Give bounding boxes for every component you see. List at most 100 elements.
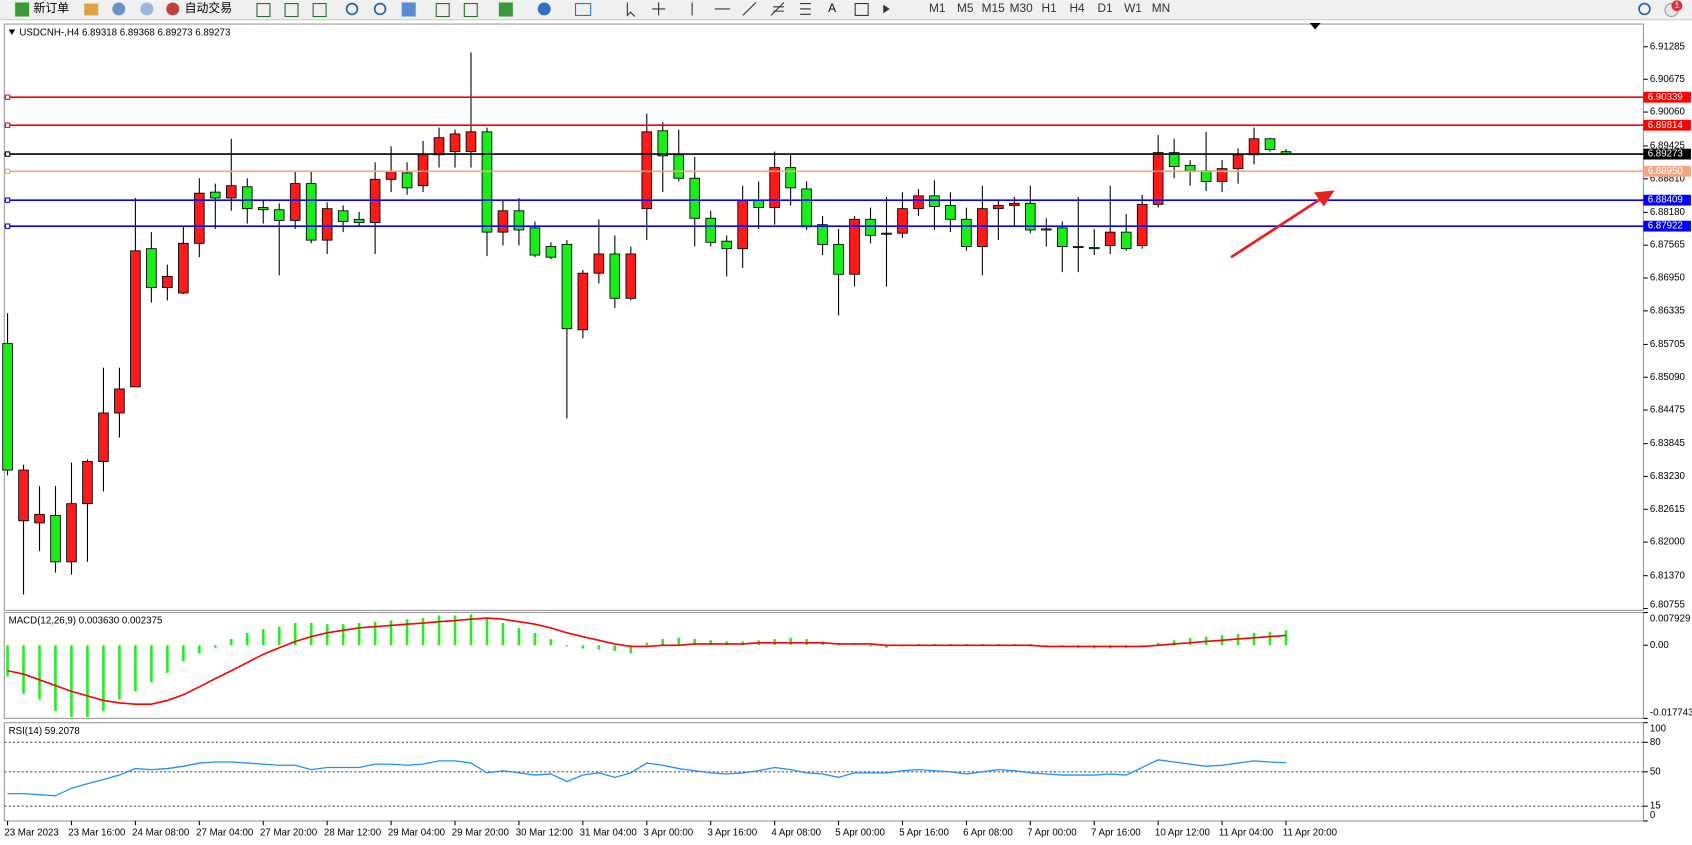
- notification-badge[interactable]: [1671, 0, 1683, 12]
- y-tick-label: 6.89425: [1650, 141, 1685, 152]
- macd-bar: [885, 645, 888, 648]
- candle-body: [1120, 231, 1132, 250]
- line-handle[interactable]: [4, 197, 11, 203]
- candle-body: [241, 186, 253, 210]
- macd-bar: [645, 642, 649, 646]
- candle-body: [305, 183, 317, 241]
- trendline-tool[interactable]: [742, 2, 757, 16]
- y-tick-label: 6.87565: [1650, 240, 1685, 251]
- candle-body: [545, 246, 557, 258]
- fibo-tool[interactable]: [800, 3, 811, 15]
- y-tick-label: 6.81370: [1650, 570, 1686, 581]
- candle-body: [481, 131, 493, 233]
- macd-bar: [86, 645, 89, 717]
- zoom-in[interactable]: [345, 2, 359, 16]
- x-tick-label: 29 Mar 04:00: [388, 827, 446, 838]
- line-handle[interactable]: [4, 94, 11, 100]
- timeframe-button[interactable]: M30: [1010, 1, 1033, 15]
- x-tick-label: 28 Mar 12:00: [324, 827, 382, 838]
- macd-bar: [549, 639, 553, 646]
- auto-trading-icon[interactable]: [166, 2, 180, 16]
- candle-body: [497, 210, 509, 233]
- indicator-title: MACD(12,26,9) 0.003630 0.002375: [9, 616, 163, 627]
- toolbar-icon[interactable]: [140, 2, 154, 16]
- x-tick-label: 27 Mar 20:00: [260, 827, 318, 838]
- candle-body: [98, 412, 109, 462]
- new-order-icon[interactable]: [15, 2, 30, 17]
- macd-bar: [613, 645, 617, 651]
- crosshair-tool[interactable]: [652, 2, 666, 16]
- candle-body: [1025, 202, 1036, 231]
- toolbar-icon[interactable]: [112, 2, 126, 16]
- x-tick-label: 4 Apr 08:00: [771, 827, 821, 838]
- toolbar-icon[interactable]: [401, 2, 416, 17]
- candle-body: [1104, 231, 1116, 246]
- macd-bar: [485, 618, 489, 646]
- timeframe-button[interactable]: M1: [929, 1, 946, 15]
- macd-bar: [325, 624, 329, 646]
- candle-body: [225, 185, 237, 199]
- timeframe-button[interactable]: H1: [1042, 1, 1058, 15]
- zoom-out[interactable]: [373, 2, 387, 16]
- line-handle[interactable]: [4, 122, 11, 128]
- macd-bar: [469, 614, 473, 646]
- chart-shift-marker[interactable]: [1309, 22, 1321, 30]
- timeframe-button[interactable]: D1: [1097, 1, 1113, 15]
- auto-trading-button[interactable]: 自动交易: [185, 1, 232, 15]
- y-tick-label: 6.86950: [1650, 273, 1686, 284]
- candle-body: [194, 192, 205, 244]
- candle-body: [1072, 246, 1084, 249]
- x-tick-label: 29 Mar 20:00: [452, 827, 510, 838]
- candle-body: [673, 154, 685, 179]
- candle-body: [114, 388, 125, 414]
- timeframe-button[interactable]: H4: [1069, 1, 1085, 15]
- timeframe-button[interactable]: M5: [957, 1, 974, 15]
- candle-body: [721, 240, 732, 250]
- line-handle[interactable]: [4, 151, 11, 157]
- candle-body: [1041, 228, 1052, 231]
- macd-bar: [405, 619, 409, 646]
- toolbar-icon[interactable]: [284, 3, 299, 18]
- indicator-title: RSI(14) 59.2078: [9, 726, 80, 737]
- candle-body: [465, 131, 477, 153]
- timeframe-button[interactable]: MN: [1152, 1, 1170, 15]
- line-handle[interactable]: [4, 223, 11, 229]
- macd-bar: [198, 645, 201, 654]
- toolbar-icon[interactable]: [435, 3, 450, 18]
- macd-bar: [6, 645, 9, 677]
- toolbar-icon[interactable]: [463, 3, 478, 18]
- x-tick-label: 11 Apr 04:00: [1219, 827, 1274, 838]
- toolbar-icon[interactable]: [312, 3, 327, 18]
- new-order-button[interactable]: 新订单: [33, 1, 69, 15]
- macd-bar: [1284, 630, 1288, 646]
- macd-bar: [677, 637, 681, 646]
- label-tool[interactable]: [854, 3, 869, 16]
- arrow-tool[interactable]: [883, 4, 890, 14]
- timeframe-button[interactable]: W1: [1124, 1, 1142, 15]
- y-tick-label: 6.82615: [1650, 504, 1685, 515]
- macd-bar: [54, 645, 57, 712]
- text-tool[interactable]: A: [828, 1, 836, 15]
- toolbar-icon[interactable]: [84, 3, 99, 16]
- candle-body: [1200, 170, 1212, 182]
- y-tick-label: 6.90060: [1650, 107, 1686, 118]
- toolbar-icon[interactable]: [537, 2, 551, 16]
- macd-bar: [357, 622, 361, 646]
- toolbar-icon[interactable]: [574, 3, 592, 16]
- line-handle[interactable]: [4, 168, 11, 175]
- macd-bar: [501, 622, 505, 646]
- cursor-tool[interactable]: [626, 2, 636, 17]
- channel-tool[interactable]: [770, 2, 785, 16]
- search-button[interactable]: [1638, 2, 1651, 16]
- candle-body: [881, 232, 892, 235]
- y-tick-label: 6.85705: [1650, 339, 1685, 350]
- candle-body: [513, 210, 525, 231]
- timeframe-button[interactable]: M15: [982, 1, 1005, 15]
- toolbar-icon[interactable]: [256, 3, 271, 18]
- candle-body: [785, 167, 796, 189]
- toolbar-icon[interactable]: [498, 2, 513, 17]
- macd-bar: [517, 627, 521, 646]
- candle-body: [1088, 247, 1100, 250]
